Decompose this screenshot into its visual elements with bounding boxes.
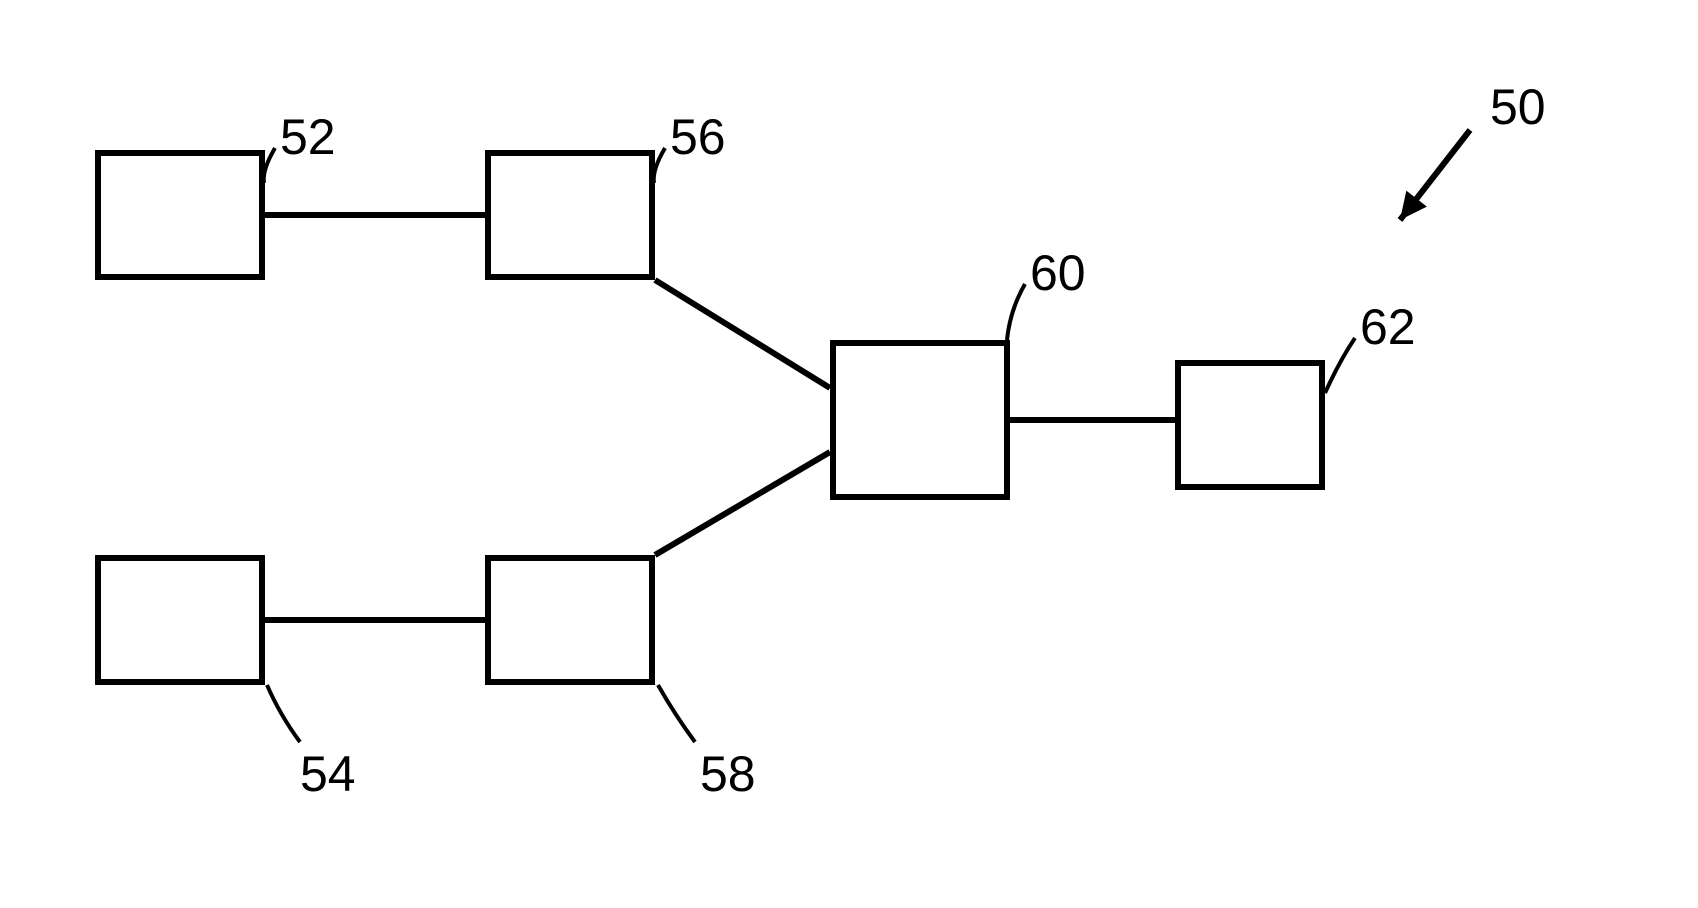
edge-54-58 [265,617,485,623]
node-52 [95,150,265,280]
reference-arrow-icon [1400,130,1470,220]
node-60 [830,340,1010,500]
node-58 [485,555,655,685]
label-56: 56 [670,108,726,166]
edge-52-56 [265,212,485,218]
edge-60-62 [1010,417,1175,423]
label-60: 60 [1030,244,1086,302]
label-50: 50 [1490,78,1546,136]
edge-58-60 [655,452,830,555]
node-56 [485,150,655,280]
label-58: 58 [700,745,756,803]
label-54: 54 [300,745,356,803]
label-52: 52 [280,108,336,166]
edge-56-60 [655,280,830,388]
node-54 [95,555,265,685]
label-62: 62 [1360,298,1416,356]
node-62 [1175,360,1325,490]
